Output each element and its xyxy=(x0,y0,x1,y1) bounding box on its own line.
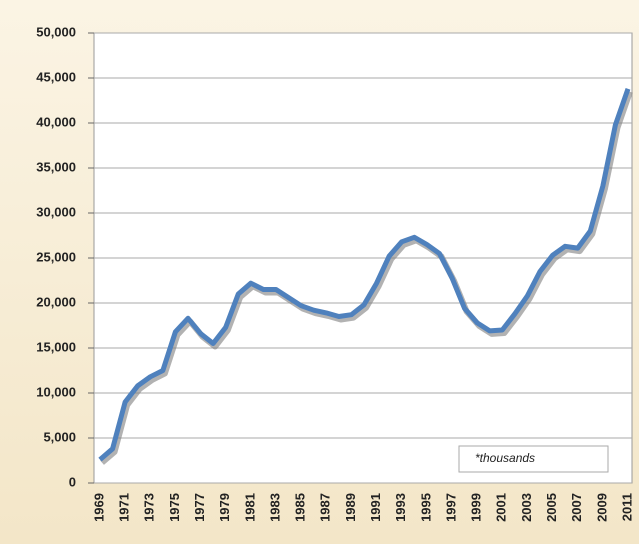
x-tick-label: 1993 xyxy=(393,493,408,522)
x-tick-label: 1999 xyxy=(469,493,484,522)
x-tick-label: 1977 xyxy=(192,493,207,522)
x-tick-label: 1987 xyxy=(318,493,333,522)
x-tick-label: 1971 xyxy=(117,493,132,522)
y-tick-label: 45,000 xyxy=(36,69,76,84)
y-tick-label: 35,000 xyxy=(36,159,76,174)
y-tick-label: 50,000 xyxy=(36,24,76,39)
y-tick-label: 0 xyxy=(69,474,76,489)
x-tick-label: 2011 xyxy=(619,493,634,521)
annotation: *thousands xyxy=(475,451,535,465)
x-tick-label: 1975 xyxy=(167,493,182,522)
x-tick-label: 1969 xyxy=(91,493,106,522)
x-tick-label: 1989 xyxy=(343,493,358,522)
x-tick-label: 1997 xyxy=(443,493,458,522)
x-tick-label: 1981 xyxy=(242,493,257,522)
x-tick-label: 2005 xyxy=(544,493,559,522)
x-tick-label: 1985 xyxy=(293,493,308,522)
x-tick-label: 2007 xyxy=(569,493,584,522)
x-tick-label: 1991 xyxy=(368,493,383,522)
y-tick-label: 20,000 xyxy=(36,294,76,309)
x-tick-label: 1979 xyxy=(217,493,232,522)
y-tick-label: 40,000 xyxy=(36,114,76,129)
x-tick-label: 1973 xyxy=(142,493,157,522)
line xyxy=(98,87,631,462)
x-tick-label: 1983 xyxy=(267,493,282,522)
y-tick-label: 25,000 xyxy=(36,249,76,264)
x-tick-label: 2003 xyxy=(519,493,534,522)
y-tick-label: 30,000 xyxy=(36,204,76,219)
x-tick-label: 1995 xyxy=(418,493,433,522)
y-tick-label: 15,000 xyxy=(36,339,76,354)
annotation-box xyxy=(458,445,609,473)
y-tick-label: 10,000 xyxy=(36,384,76,399)
y-tick-label: 5,000 xyxy=(43,429,76,444)
x-tick-label: 2009 xyxy=(594,493,609,522)
x-tick-label: 2001 xyxy=(494,493,509,522)
